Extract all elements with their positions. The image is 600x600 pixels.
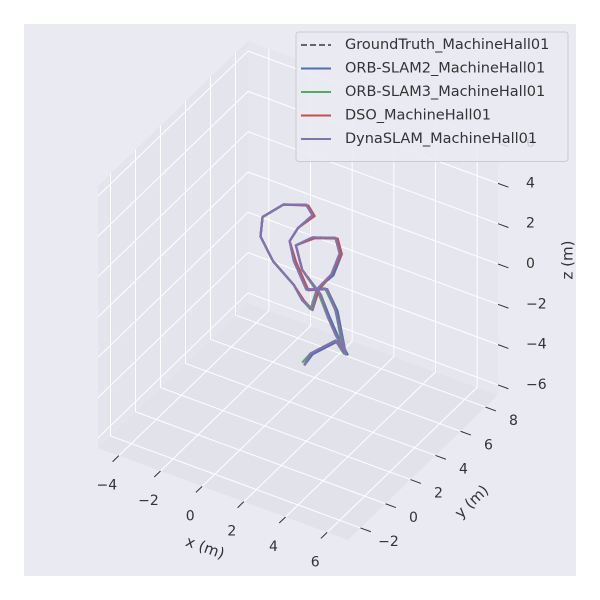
x-tick-label: 0 xyxy=(186,508,195,524)
x-tick-label: 6 xyxy=(311,554,320,570)
z-tick-label: 4 xyxy=(526,175,535,191)
tick-mark xyxy=(360,527,372,533)
legend-label: DynaSLAM_MachineHall01 xyxy=(345,131,537,147)
grid-line xyxy=(247,131,499,225)
grid-line xyxy=(160,387,411,481)
z-tick-label: 2 xyxy=(526,216,535,232)
grid-line xyxy=(247,292,499,386)
x-tick-label: 2 xyxy=(227,524,236,540)
tick-mark xyxy=(410,479,422,484)
grid-line xyxy=(235,314,486,408)
grid-line xyxy=(160,325,311,472)
grid-line xyxy=(118,310,270,457)
tick-mark xyxy=(112,455,120,463)
tick-mark xyxy=(435,454,447,460)
y-tick-label: −2 xyxy=(378,534,399,550)
legend-label: GroundTruth_MachineHall01 xyxy=(345,37,549,53)
legend: GroundTruth_MachineHall01 ORB-SLAM2_Machi… xyxy=(295,31,569,162)
grid-line xyxy=(247,171,499,265)
z-tick-label: −6 xyxy=(526,377,547,393)
legend-label: DSO_MachineHall01 xyxy=(345,108,491,124)
grid-line xyxy=(185,362,436,456)
grid-line xyxy=(97,171,249,318)
grid-line xyxy=(247,252,499,346)
z-tick-label: −2 xyxy=(526,296,547,312)
z-tick-label: −4 xyxy=(526,337,547,353)
grid-line xyxy=(97,292,249,439)
tick-mark xyxy=(460,430,472,436)
tick-mark xyxy=(497,223,509,228)
legend-box xyxy=(295,31,569,162)
tick-mark xyxy=(153,470,161,478)
tick-mark xyxy=(237,501,245,509)
y-tick-label: 0 xyxy=(409,510,418,526)
tick-mark xyxy=(278,516,286,524)
legend-label: ORB-SLAM2_MachineHall01 xyxy=(345,61,545,77)
grid-line xyxy=(97,91,249,237)
tick-mark xyxy=(195,485,203,493)
tick-mark xyxy=(485,406,497,412)
z-axis-label: z (m) xyxy=(559,241,577,280)
grid-line xyxy=(110,435,361,529)
grid-line xyxy=(243,356,395,503)
tick-mark xyxy=(497,182,509,188)
x-tick-label: −2 xyxy=(138,493,159,509)
grid-line xyxy=(210,338,461,432)
y-tick-label: 2 xyxy=(434,486,443,502)
grid-line xyxy=(97,50,249,197)
grid-line xyxy=(326,386,478,533)
grid-line xyxy=(247,211,499,305)
y-tick-label: 6 xyxy=(484,437,493,453)
grid-line xyxy=(97,252,249,398)
tick-mark xyxy=(497,303,509,309)
tick-mark xyxy=(497,344,509,349)
y-tick-label: 4 xyxy=(459,461,468,477)
legend-label: ORB-SLAM3_MachineHall01 xyxy=(345,84,545,100)
trajectory-line xyxy=(259,203,348,366)
tick-mark xyxy=(385,503,397,509)
x-tick-label: −4 xyxy=(97,478,118,494)
tick-mark xyxy=(320,531,328,539)
y-tick-label: 8 xyxy=(509,413,518,429)
z-tick-label: 0 xyxy=(526,256,535,272)
tick-mark xyxy=(497,263,509,269)
grid-line xyxy=(201,340,353,487)
floor-pane xyxy=(98,303,498,540)
grid-line xyxy=(97,131,249,278)
x-tick-label: 4 xyxy=(269,539,278,555)
grid-line xyxy=(135,411,386,505)
tick-mark xyxy=(497,384,509,390)
grid-line xyxy=(97,211,249,358)
grid-line xyxy=(285,371,436,518)
